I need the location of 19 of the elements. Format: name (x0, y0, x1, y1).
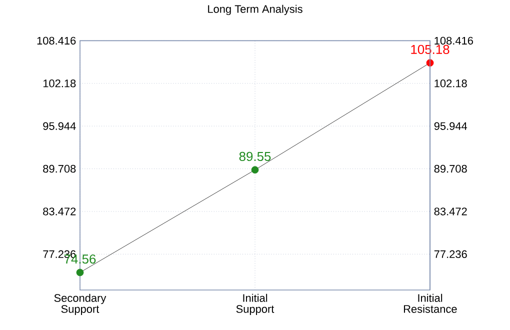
y-tick-label: 89.708 (43, 164, 76, 173)
x-tick-label: Initial Support (236, 294, 274, 316)
y-tick-label: 108.416 (37, 36, 76, 45)
x-tick-label: Secondary Support (54, 294, 106, 316)
y2-tick-label: 108.416 (434, 36, 473, 45)
chart-title: Long Term Analysis (208, 4, 302, 16)
data-label: 105.18 (411, 44, 450, 54)
y2-tick-label: 89.708 (434, 164, 467, 173)
y2-tick-label: 95.944 (434, 122, 468, 130)
y2-tick-label: 77.236 (434, 250, 467, 258)
point (251, 166, 259, 174)
y2-tick-label: 102.18 (434, 80, 467, 88)
y-tick-label: 83.472 (43, 208, 76, 216)
y2-tick-label: 83.472 (434, 208, 467, 216)
y-tick-label: 102.18 (43, 80, 76, 88)
y-tick-label: 95.944 (43, 122, 76, 130)
x-tick-label: Initial Resistance (404, 294, 457, 313)
data-label: 89.55 (239, 152, 271, 162)
point (76, 268, 84, 276)
